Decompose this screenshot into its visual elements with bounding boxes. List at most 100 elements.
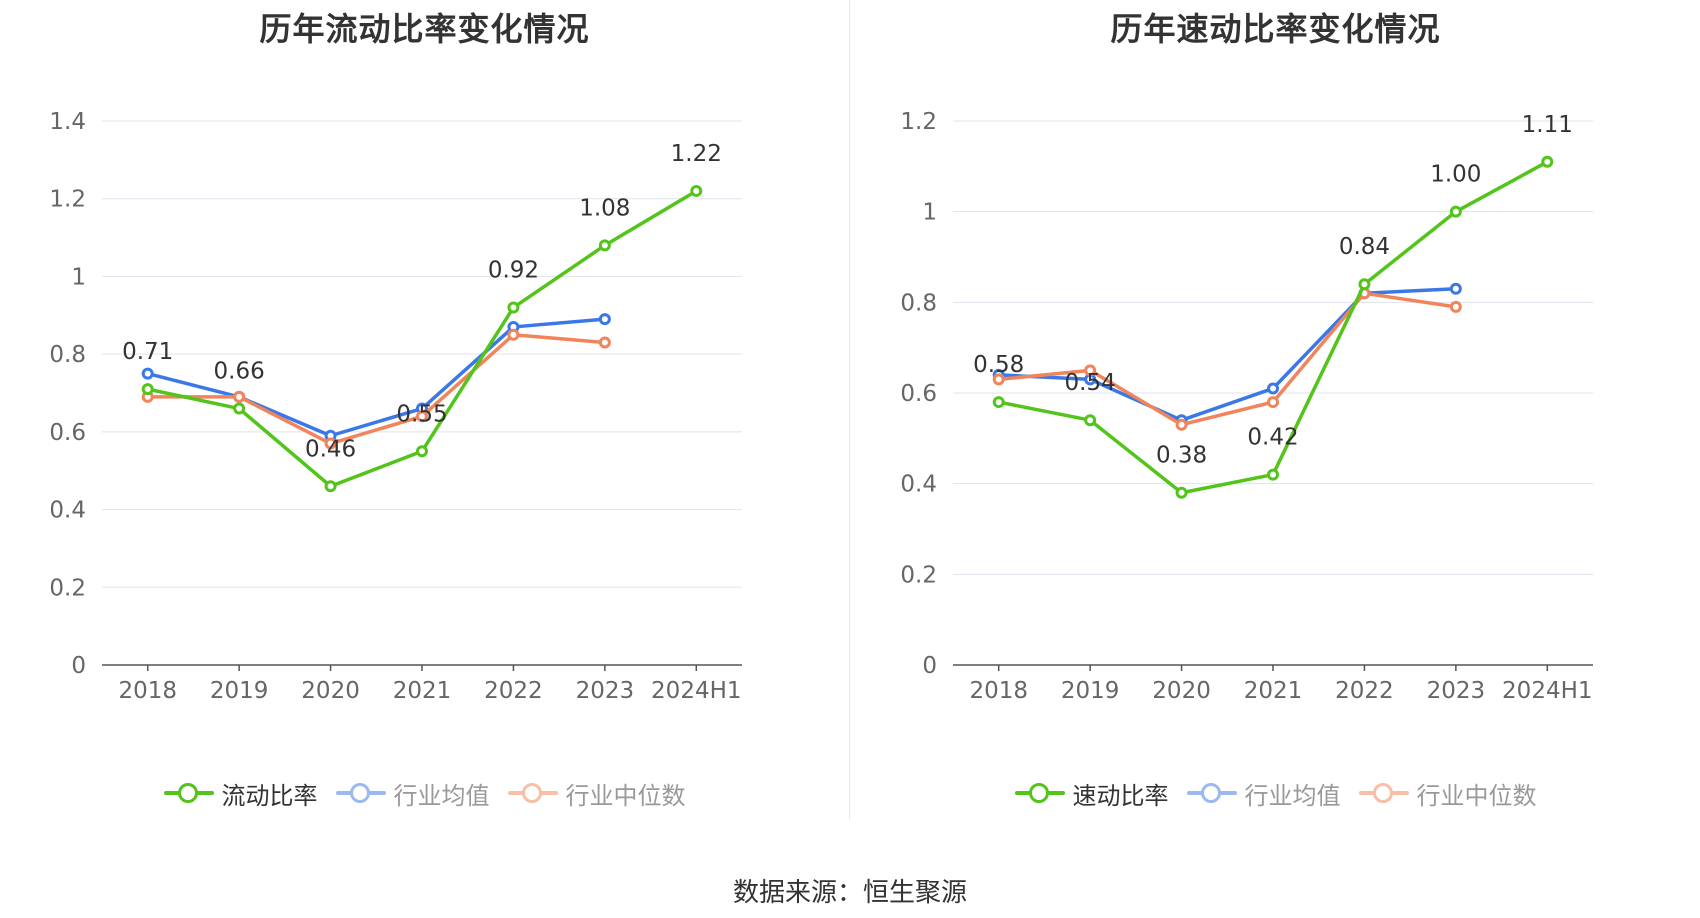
data-point [598, 313, 611, 326]
x-tick-label: 2022 [484, 678, 543, 704]
data-label: 0.58 [973, 352, 1024, 378]
y-tick-label: 1 [922, 200, 937, 226]
y-tick-label: 1.2 [900, 109, 937, 135]
data-label: 1.08 [579, 195, 630, 221]
data-label: 1.00 [1430, 162, 1481, 188]
data-label: 0.55 [396, 401, 447, 427]
quick-ratio-panel: 历年速动比率变化情况 0 0.2 0.4 0.6 0.8 1 1.2 2018 2019 2020… [851, 0, 1700, 820]
x-tick-label: 2024H1 [1502, 678, 1592, 704]
data-point [1084, 414, 1097, 427]
data-point [1084, 364, 1097, 377]
y-tick-label: 0.6 [900, 381, 937, 407]
series-line [998, 291, 1457, 427]
x-tick-label: 2019 [210, 678, 269, 704]
data-point [1175, 418, 1188, 431]
data-point [1175, 486, 1188, 499]
data-point [1267, 396, 1279, 409]
legend-item-current-ratio[interactable]: 流动比率 [163, 776, 318, 811]
data-point [507, 301, 520, 314]
x-tick-label: 2024H1 [651, 678, 741, 704]
legend-label: 行业均值 [393, 781, 490, 810]
data-point [1358, 278, 1371, 291]
data-point [992, 396, 1005, 409]
data-point [416, 410, 428, 423]
data-point [690, 184, 703, 197]
data-label: 0.92 [488, 258, 539, 284]
legend-item-quick-ratio[interactable]: 速动比率 [1014, 776, 1169, 811]
x-tick-label: 2020 [301, 678, 360, 704]
current-ratio-panel: 历年流动比率变化情况 0 0.2 0.4 0.6 0.8 1 1.2 1.4 2018 2019 2… [0, 0, 849, 820]
x-tick-label: 2023 [576, 678, 635, 704]
data-label: 0.42 [1247, 425, 1298, 451]
data-point [1449, 205, 1462, 218]
data-point [507, 328, 520, 341]
data-point [416, 445, 428, 458]
data-point [1267, 382, 1279, 395]
y-tick-label: 0.8 [49, 342, 86, 368]
data-point [598, 239, 611, 252]
x-tick-label: 2019 [1061, 678, 1120, 704]
chart-title: 历年流动比率变化情况 [259, 10, 590, 48]
legend-item-industry-mean[interactable]: 行业均值 [335, 776, 490, 811]
series-line [147, 189, 698, 489]
legend-label: 行业均值 [1244, 781, 1341, 810]
y-tick-label: 0 [71, 653, 86, 679]
data-point [1541, 155, 1554, 168]
legend-label: 流动比率 [221, 781, 318, 810]
data-point [1449, 300, 1462, 313]
data-label: 0.84 [1339, 234, 1390, 260]
data-label: 1.22 [671, 141, 722, 167]
y-tick-label: 0 [922, 653, 937, 679]
quick-ratio-chart: 0 0.2 0.4 0.6 0.8 1 1.2 2018 2019 2020 2021 2022 202… [900, 109, 1593, 704]
series-line [147, 317, 606, 438]
x-tick-label: 2023 [1427, 678, 1486, 704]
legend-item-industry-mean[interactable]: 行业均值 [1186, 776, 1341, 811]
data-point [1449, 282, 1462, 295]
data-point [598, 336, 611, 349]
data-label: 0.66 [214, 359, 265, 385]
data-point [1267, 468, 1279, 481]
chart-title: 历年速动比率变化情况 [1110, 10, 1441, 48]
legend-marker-icon [1014, 783, 1065, 803]
y-tick-label: 0.4 [900, 472, 937, 498]
y-tick-label: 1.4 [49, 109, 86, 135]
x-tick-label: 2022 [1335, 678, 1394, 704]
current-ratio-chart: 0 0.2 0.4 0.6 0.8 1 1.2 1.4 2018 2019 2020 2021 2022… [49, 109, 742, 704]
legend-label: 速动比率 [1072, 781, 1169, 810]
legend-marker-icon [163, 783, 214, 803]
y-tick-label: 0.4 [49, 498, 86, 524]
data-label: 0.46 [305, 436, 356, 462]
legend-marker-icon [507, 783, 558, 803]
x-tick-label: 2018 [118, 678, 177, 704]
y-tick-label: 0.6 [49, 420, 86, 446]
legend-item-industry-median[interactable]: 行业中位数 [507, 776, 686, 811]
legend: 速动比率 行业均值 行业中位数 [851, 775, 1700, 811]
legend-marker-icon [1358, 783, 1409, 803]
data-point [324, 437, 337, 450]
data-point [233, 390, 246, 403]
data-source-note: 数据来源：恒生聚源 [732, 878, 967, 908]
data-point [992, 373, 1005, 386]
data-point [141, 367, 154, 380]
y-tick-label: 1 [71, 264, 86, 290]
panel-divider [849, 0, 850, 820]
data-label: 0.54 [1065, 370, 1116, 396]
y-tick-label: 1.2 [49, 187, 86, 213]
data-label: 0.38 [1156, 443, 1207, 469]
x-tick-label: 2020 [1152, 678, 1211, 704]
data-point [141, 383, 154, 396]
legend: 流动比率 行业均值 行业中位数 [0, 775, 849, 811]
series-line [998, 286, 1456, 422]
y-tick-label: 0.2 [900, 562, 937, 588]
legend-label: 行业中位数 [565, 781, 686, 810]
data-label: 1.11 [1522, 112, 1573, 138]
series-line [147, 332, 606, 446]
x-tick-label: 2021 [393, 678, 452, 704]
legend-marker-icon [1186, 783, 1237, 803]
x-tick-label: 2018 [969, 678, 1028, 704]
legend-item-industry-median[interactable]: 行业中位数 [1358, 776, 1537, 811]
data-label: 0.71 [122, 339, 173, 365]
y-tick-label: 0.2 [49, 575, 86, 601]
data-point [233, 402, 246, 415]
legend-label: 行业中位数 [1416, 781, 1537, 810]
